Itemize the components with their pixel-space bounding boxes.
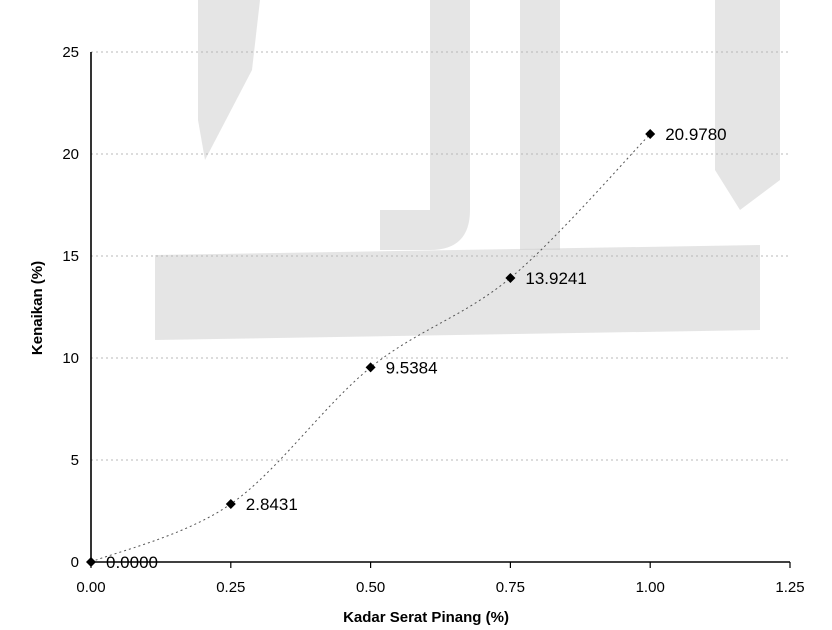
y-tick-label: 15 <box>62 248 79 265</box>
axes <box>90 52 791 568</box>
tick-labels: 0 5 10 15 20 25 0.00 0.25 0.50 0.75 1.00 1.25 <box>62 44 804 596</box>
x-tick-label: 1.00 <box>636 579 665 596</box>
background-watermark <box>155 0 780 340</box>
trendline <box>90 133 651 563</box>
y-tick-label: 0 <box>71 554 79 571</box>
x-axis-title: Kadar Serat Pinang (%) <box>343 609 509 626</box>
data-point <box>645 129 656 140</box>
x-tick-label: 1.25 <box>775 579 804 596</box>
data-point <box>365 362 376 373</box>
y-tick-label: 5 <box>71 452 79 469</box>
y-tick-label: 20 <box>62 146 79 163</box>
data-point <box>86 557 96 567</box>
data-label: 20.9780 <box>665 125 726 144</box>
data-labels: 0.0000 2.8431 9.5384 13.9241 20.9780 <box>106 125 727 572</box>
x-tick-label: 0.25 <box>216 579 245 596</box>
data-point <box>225 499 236 510</box>
data-label: 2.8431 <box>246 495 298 514</box>
y-tick-label: 25 <box>62 44 79 61</box>
gridlines <box>91 51 790 461</box>
data-label: 0.0000 <box>106 553 158 572</box>
y-tick-label: 10 <box>62 350 79 367</box>
trendline-layer <box>90 133 651 563</box>
data-points <box>86 129 656 567</box>
x-tick-label: 0.50 <box>356 579 385 596</box>
x-tick-label: 0.75 <box>496 579 525 596</box>
data-point <box>505 272 516 283</box>
data-label: 9.5384 <box>386 358 438 377</box>
y-axis-title: Kenaikan (%) <box>29 261 46 355</box>
x-tick-label: 0.00 <box>76 579 105 596</box>
data-label: 13.9241 <box>525 269 586 288</box>
